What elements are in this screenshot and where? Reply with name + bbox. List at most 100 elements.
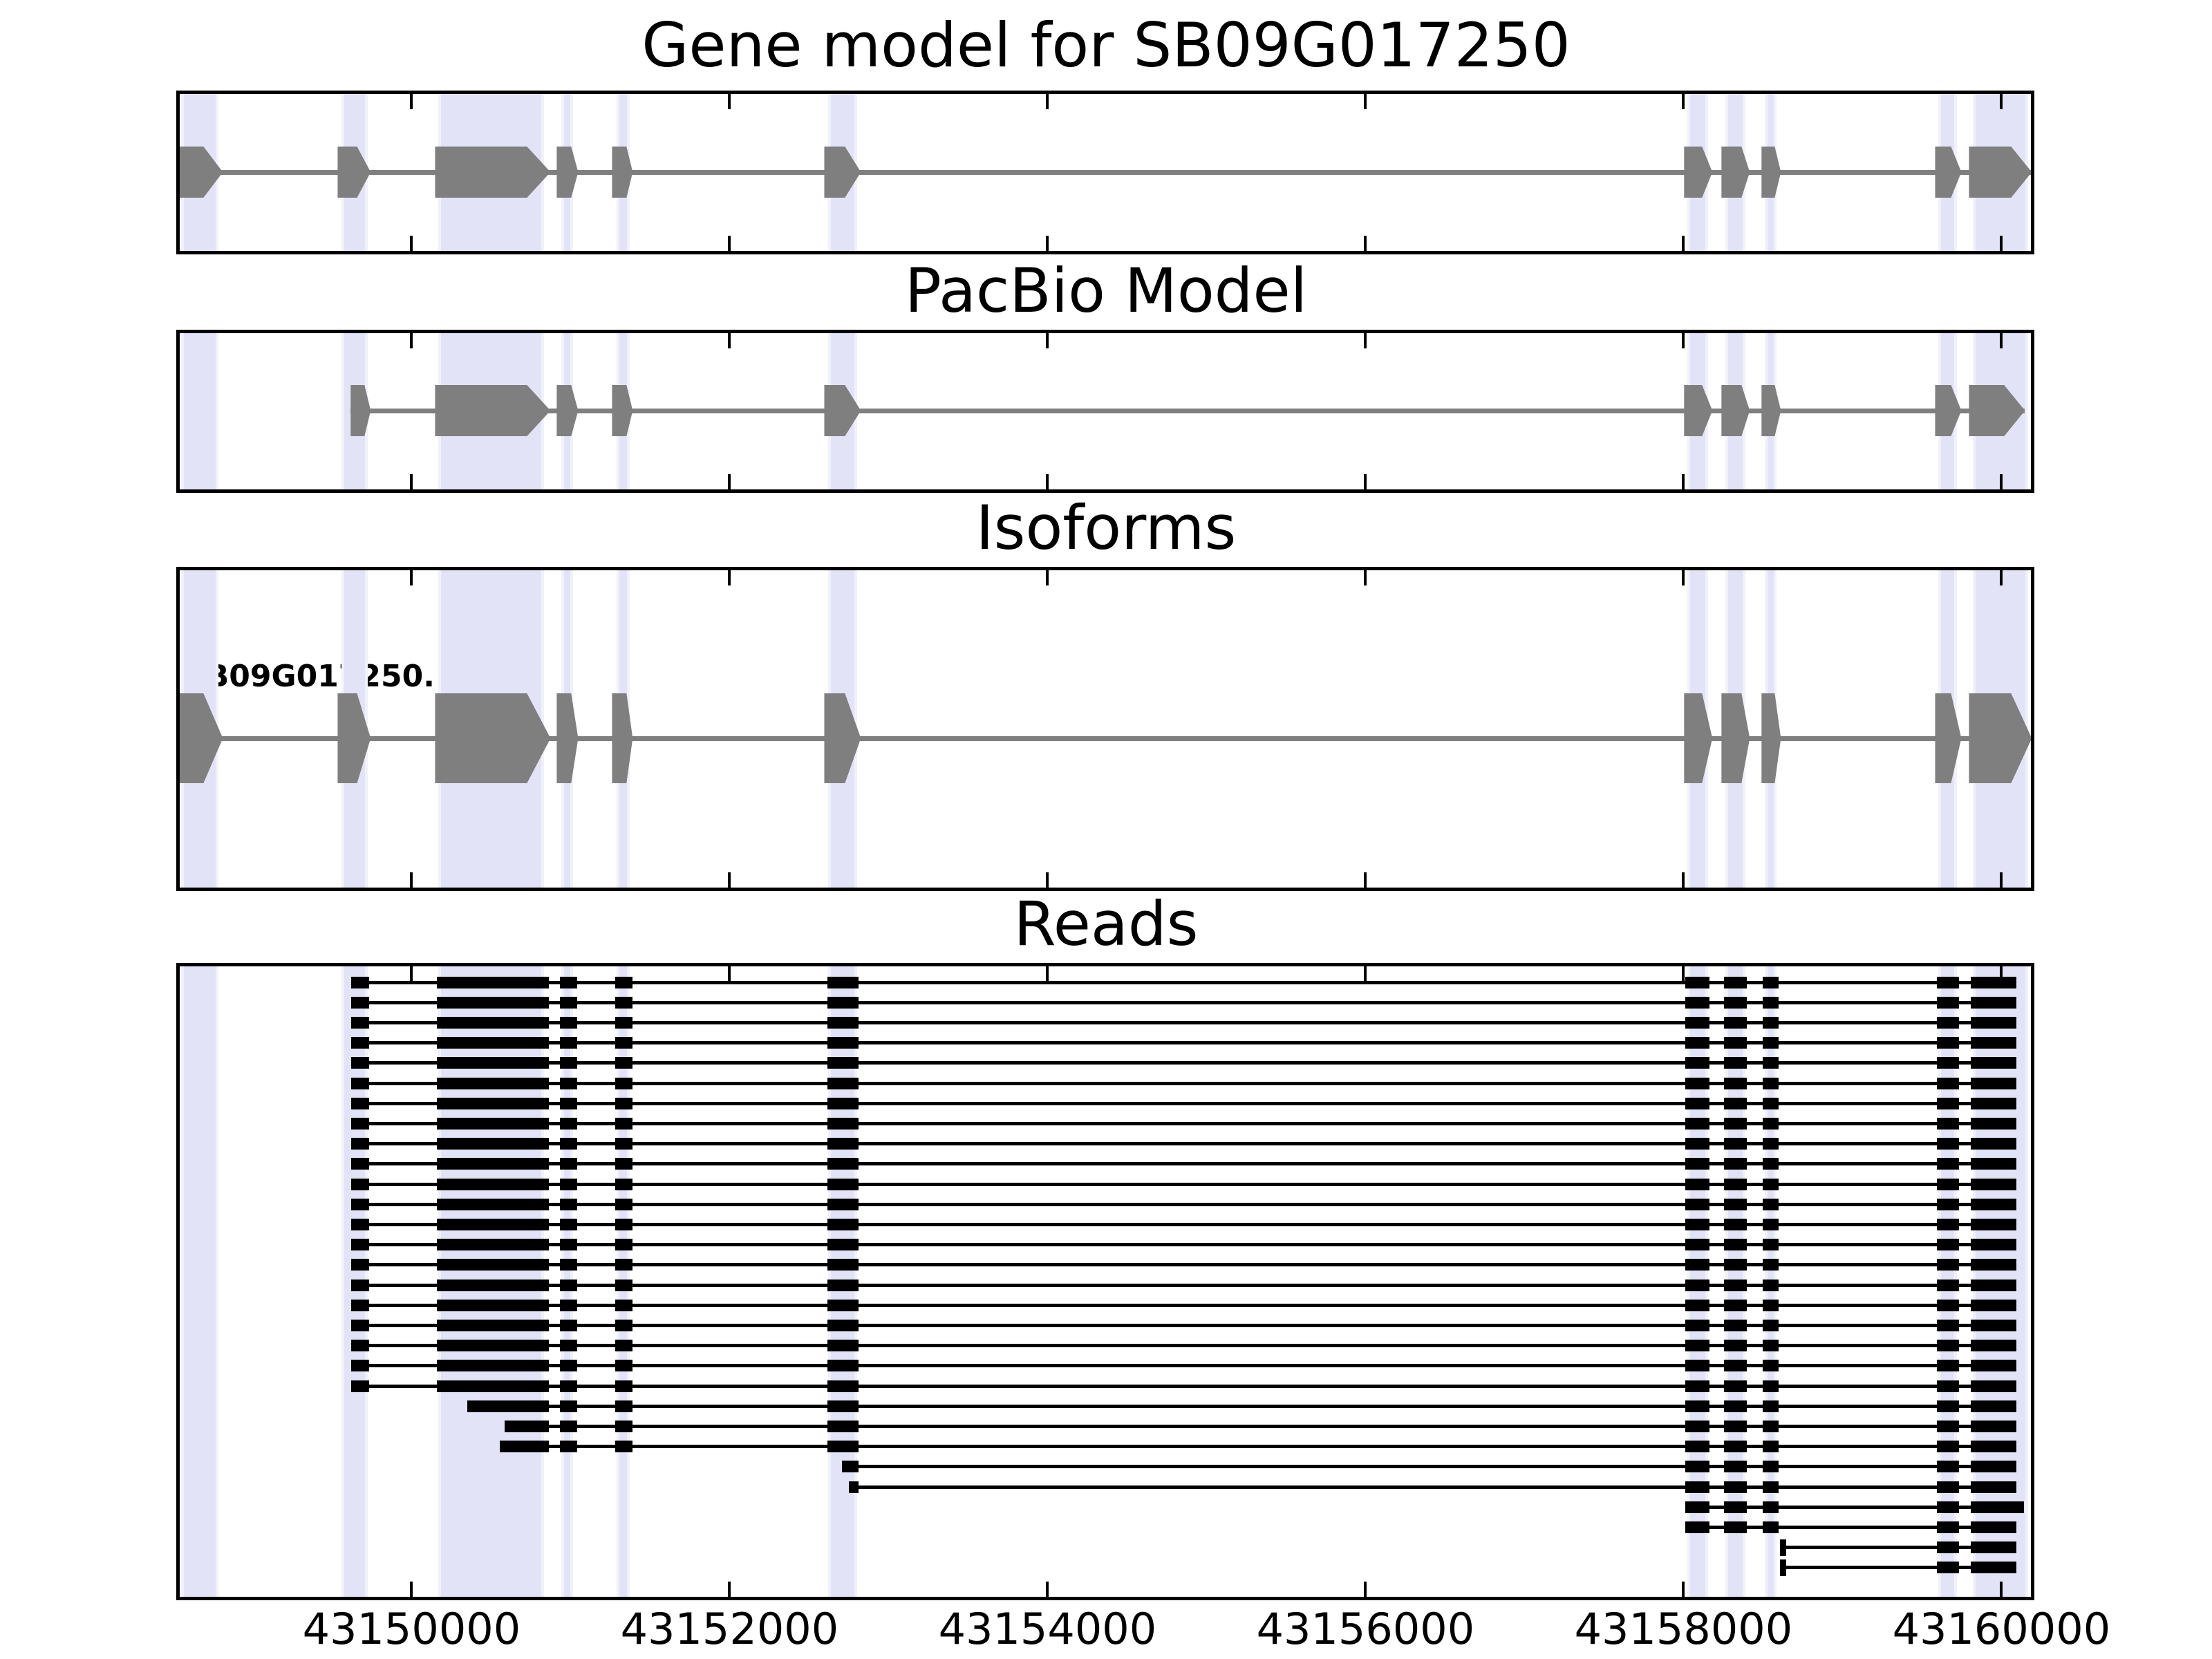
- read-exon: [560, 1340, 577, 1352]
- read-exon: [437, 1138, 550, 1150]
- read-exon: [437, 976, 550, 988]
- read-exon: [1763, 1218, 1779, 1230]
- read-exon: [351, 996, 370, 1009]
- read-exon: [1685, 1158, 1710, 1170]
- reads-panel-title: Reads: [1013, 888, 1199, 959]
- read-exon: [437, 1259, 550, 1271]
- axis-tick-mark: [1046, 333, 1049, 348]
- read-exon: [1724, 1279, 1747, 1291]
- read-line: [351, 1101, 2017, 1105]
- read-exon: [1763, 1037, 1779, 1049]
- read-line: [351, 1364, 2017, 1368]
- read-exon: [848, 1481, 859, 1493]
- axis-tick-mark: [1682, 474, 1685, 489]
- exon-arrow: [556, 385, 579, 436]
- highlight-band: [181, 966, 219, 1597]
- read-line: [351, 1263, 2017, 1267]
- read-line: [467, 1404, 2017, 1408]
- read-exon: [1724, 1360, 1747, 1372]
- axis-tick-mark: [2000, 872, 2003, 888]
- read-exon: [1685, 1239, 1710, 1251]
- read-exon: [560, 1037, 577, 1049]
- read-line: [500, 1445, 2017, 1449]
- read-exon: [615, 1037, 633, 1049]
- isoform-label: SB09G017250.1: [184, 659, 456, 694]
- read-exon: [1937, 1299, 1960, 1311]
- read-exon: [827, 1016, 859, 1029]
- read-exon: [351, 1138, 370, 1150]
- axis-tick-mark: [2000, 570, 2003, 585]
- read-exon: [1685, 1016, 1710, 1029]
- read-exon: [1937, 1340, 1960, 1352]
- read-exon: [827, 1037, 859, 1049]
- read-exon: [1971, 976, 2017, 988]
- read-exon: [437, 1158, 550, 1170]
- read-exon: [1763, 1138, 1779, 1150]
- read-exon: [560, 1016, 577, 1029]
- axis-tick-mark: [1364, 1582, 1367, 1597]
- read-exon: [1763, 1178, 1779, 1190]
- read-exon: [1763, 1400, 1779, 1412]
- read-exon: [437, 1299, 550, 1311]
- axis-tick-mark: [1046, 570, 1049, 585]
- axis-tick-mark: [1682, 236, 1685, 251]
- read-exon: [615, 1218, 633, 1230]
- read-exon: [1763, 1158, 1779, 1170]
- axis-tick-mark: [728, 570, 731, 585]
- read-exon: [1971, 1461, 2017, 1473]
- read-exon: [827, 1218, 859, 1230]
- read-exon: [1685, 1461, 1710, 1473]
- read-exon: [827, 1198, 859, 1210]
- read-exon: [1937, 1400, 1960, 1412]
- read-exon: [827, 1097, 859, 1109]
- read-line: [351, 1041, 2017, 1045]
- read-exon: [1685, 1279, 1710, 1291]
- read-exon: [351, 1057, 370, 1069]
- read-exon: [560, 1097, 577, 1109]
- read-exon: [1724, 1441, 1747, 1453]
- axis-tick-mark: [1046, 966, 1049, 982]
- read-exon: [1724, 1501, 1747, 1513]
- read-exon: [1724, 1239, 1747, 1251]
- read-exon: [1763, 1279, 1779, 1291]
- read-exon: [351, 1178, 370, 1190]
- read-exon: [351, 1319, 370, 1331]
- read-exon: [827, 996, 859, 1009]
- read-exon: [1937, 1138, 1960, 1150]
- read-exon: [1971, 1117, 2017, 1130]
- read-exon: [1724, 1117, 1747, 1130]
- exon-arrow: [1761, 693, 1781, 783]
- read-exon: [1937, 996, 1960, 1009]
- read-exon: [827, 1077, 859, 1089]
- read-exon: [827, 1380, 859, 1392]
- read-exon: [1685, 1037, 1710, 1049]
- read-line: [351, 1303, 2017, 1307]
- x-tick-label: 43150000: [302, 1604, 521, 1654]
- read-exon: [827, 1279, 859, 1291]
- read-exon: [1937, 1158, 1960, 1170]
- read-exon: [1685, 1340, 1710, 1352]
- read-exon: [1971, 1360, 2017, 1372]
- read-exon: [1763, 1239, 1779, 1251]
- read-exon: [1971, 1178, 2017, 1190]
- read-line: [504, 1424, 2017, 1428]
- read-exon: [1971, 1562, 2017, 1574]
- exon-arrow: [556, 147, 579, 198]
- axis-tick-mark: [410, 1582, 413, 1597]
- axis-tick-mark: [1682, 1582, 1685, 1597]
- isoforms-panel: SB09G017250.1: [176, 567, 2034, 891]
- read-exon: [827, 976, 859, 988]
- read-exon: [1971, 1481, 2017, 1493]
- x-tick-label: 43158000: [1574, 1604, 1793, 1654]
- read-exon: [1724, 1319, 1747, 1331]
- read-line: [842, 1465, 2017, 1469]
- read-exon: [1685, 1441, 1710, 1453]
- read-exon: [615, 1299, 633, 1311]
- read-exon: [1685, 1521, 1710, 1533]
- read-exon: [1724, 996, 1747, 1009]
- exon-arrow: [1761, 385, 1781, 436]
- read-exon: [1685, 1481, 1710, 1493]
- exon-arrow: [1935, 693, 1962, 783]
- x-tick-label: 43160000: [1892, 1604, 2111, 1654]
- read-exon: [1685, 1400, 1710, 1412]
